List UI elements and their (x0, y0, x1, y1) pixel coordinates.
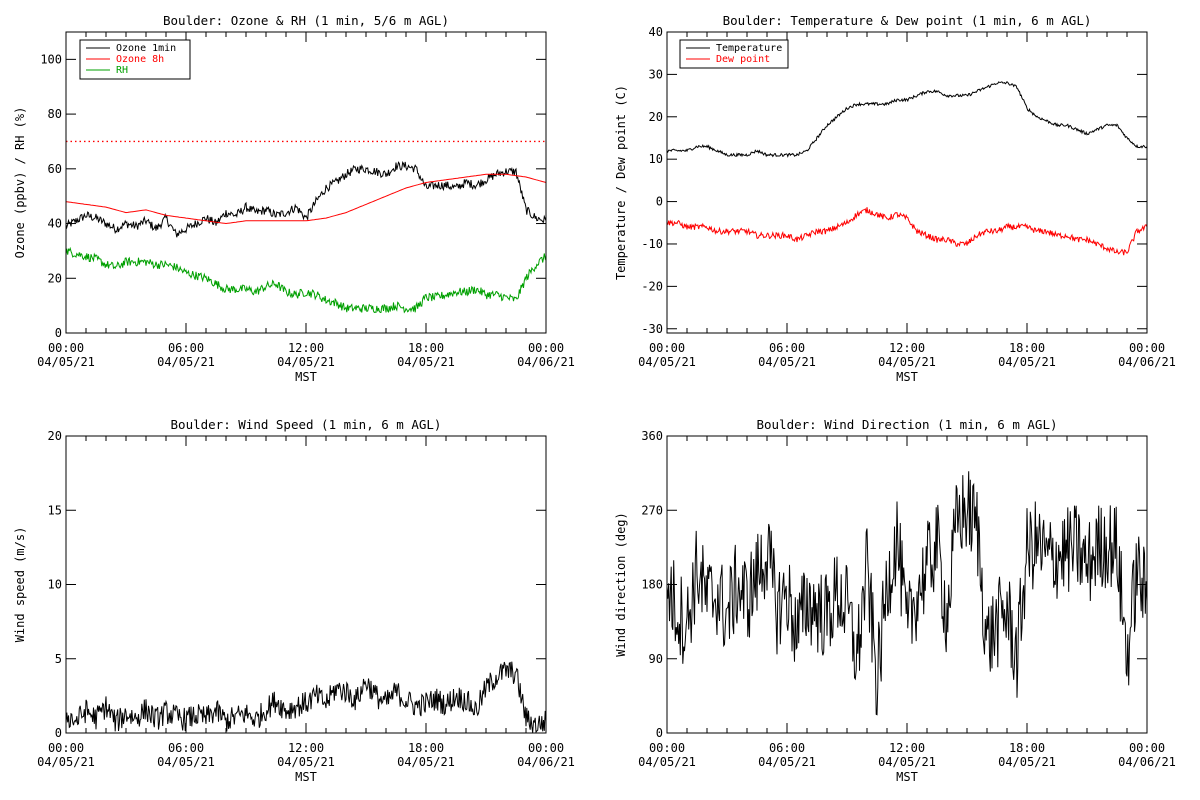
x-tick-label: 00:00 (649, 741, 685, 755)
x-tick-date: 04/05/21 (878, 355, 936, 369)
x-tick-date: 04/05/21 (277, 755, 335, 769)
series-line (66, 161, 546, 238)
legend-label: RH (116, 65, 128, 76)
y-tick-label: -10 (641, 237, 663, 251)
legend-label: Dew point (716, 54, 770, 65)
x-axis-label: MST (896, 370, 918, 384)
legend-label: Ozone 8h (116, 54, 164, 65)
x-tick-date: 04/05/21 (277, 355, 335, 369)
x-tick-date: 04/05/21 (878, 755, 936, 769)
chart-panel: Boulder: Wind Direction (1 min, 6 m AGL)… (614, 417, 1176, 784)
x-tick-label: 18:00 (408, 341, 444, 355)
y-tick-label: 40 (649, 25, 663, 39)
y-tick-label: 60 (48, 162, 62, 176)
chart-panel: Boulder: Ozone & RH (1 min, 5/6 m AGL) 0 2… (13, 13, 575, 384)
chart-title: Boulder: Wind Speed (1 min, 6 m AGL) (171, 417, 442, 432)
y-tick-label: -20 (641, 279, 663, 293)
x-tick-date: 04/05/21 (37, 755, 95, 769)
x-tick-label: 00:00 (528, 741, 564, 755)
x-tick-label: 00:00 (48, 741, 84, 755)
legend-label: Ozone 1min (116, 43, 176, 54)
x-tick-label: 18:00 (408, 741, 444, 755)
series-line (66, 246, 546, 314)
series-line (667, 80, 1147, 158)
y-tick-label: 40 (48, 217, 62, 231)
x-tick-label: 00:00 (1129, 741, 1165, 755)
chart-panel: Boulder: Temperature & Dew point (1 min,… (614, 13, 1176, 384)
x-axis-label: MST (295, 770, 317, 784)
y-axis-label: Temperature / Dew point (C) (614, 85, 628, 280)
y-axis-label: Wind speed (m/s) (13, 527, 27, 643)
legend-label: Temperature (716, 43, 782, 54)
y-tick-label: 10 (48, 578, 62, 592)
x-tick-date: 04/05/21 (157, 355, 215, 369)
legend-box (679, 39, 789, 69)
y-tick-label: 0 (656, 195, 663, 209)
y-tick-label: 100 (40, 52, 62, 66)
plot-frame (65, 435, 547, 734)
y-tick-label: 90 (649, 652, 663, 666)
y-tick-label: 0 (55, 726, 62, 740)
x-tick-date: 04/06/21 (1118, 355, 1176, 369)
y-tick-label: 20 (649, 110, 663, 124)
y-tick-label: 5 (55, 652, 62, 666)
chart-title: Boulder: Temperature & Dew point (1 min,… (723, 13, 1092, 28)
y-tick-label: 20 (48, 271, 62, 285)
x-tick-label: 06:00 (769, 341, 805, 355)
x-tick-date: 04/05/21 (758, 355, 816, 369)
x-tick-date: 04/05/21 (998, 355, 1056, 369)
x-tick-date: 04/05/21 (758, 755, 816, 769)
y-tick-label: 270 (641, 503, 663, 517)
x-tick-date: 04/05/21 (157, 755, 215, 769)
y-tick-label: 0 (55, 326, 62, 340)
y-tick-label: 30 (649, 67, 663, 81)
x-tick-label: 12:00 (889, 741, 925, 755)
x-tick-label: 06:00 (769, 741, 805, 755)
y-tick-label: -30 (641, 322, 663, 336)
series-line (667, 207, 1147, 256)
x-tick-label: 12:00 (288, 341, 324, 355)
x-tick-label: 00:00 (528, 341, 564, 355)
series-line (66, 173, 546, 225)
x-tick-date: 04/06/21 (517, 355, 575, 369)
chart-title: Boulder: Wind Direction (1 min, 6 m AGL) (756, 417, 1057, 432)
y-tick-label: 15 (48, 503, 62, 517)
x-tick-label: 12:00 (288, 741, 324, 755)
y-tick-label: 360 (641, 429, 663, 443)
x-tick-date: 04/05/21 (397, 355, 455, 369)
x-tick-date: 04/05/21 (638, 355, 696, 369)
y-tick-label: 180 (641, 578, 663, 592)
x-tick-label: 00:00 (649, 341, 685, 355)
y-axis-label: Wind direction (deg) (614, 512, 628, 657)
chart-panel: Boulder: Wind Speed (1 min, 6 m AGL) 0 5 10… (13, 417, 575, 784)
x-tick-date: 04/05/21 (638, 755, 696, 769)
chart-title: Boulder: Ozone & RH (1 min, 5/6 m AGL) (163, 13, 449, 28)
x-tick-label: 06:00 (168, 741, 204, 755)
x-tick-date: 04/05/21 (37, 355, 95, 369)
x-tick-label: 00:00 (1129, 341, 1165, 355)
y-tick-label: 0 (656, 726, 663, 740)
x-tick-label: 12:00 (889, 341, 925, 355)
x-tick-label: 06:00 (168, 341, 204, 355)
y-tick-label: 10 (649, 152, 663, 166)
series-line (66, 661, 546, 733)
x-tick-label: 18:00 (1009, 341, 1045, 355)
x-tick-date: 04/05/21 (397, 755, 455, 769)
x-axis-label: MST (896, 770, 918, 784)
y-tick-label: 20 (48, 429, 62, 443)
series-line (667, 471, 1147, 716)
x-tick-date: 04/06/21 (1118, 755, 1176, 769)
x-tick-date: 04/05/21 (998, 755, 1056, 769)
y-axis-label: Ozone (ppbv) / RH (%) (13, 107, 27, 259)
x-tick-label: 18:00 (1009, 741, 1045, 755)
x-tick-label: 00:00 (48, 341, 84, 355)
plot-frame (666, 31, 1148, 334)
y-tick-label: 80 (48, 107, 62, 121)
x-tick-date: 04/06/21 (517, 755, 575, 769)
x-axis-label: MST (295, 370, 317, 384)
